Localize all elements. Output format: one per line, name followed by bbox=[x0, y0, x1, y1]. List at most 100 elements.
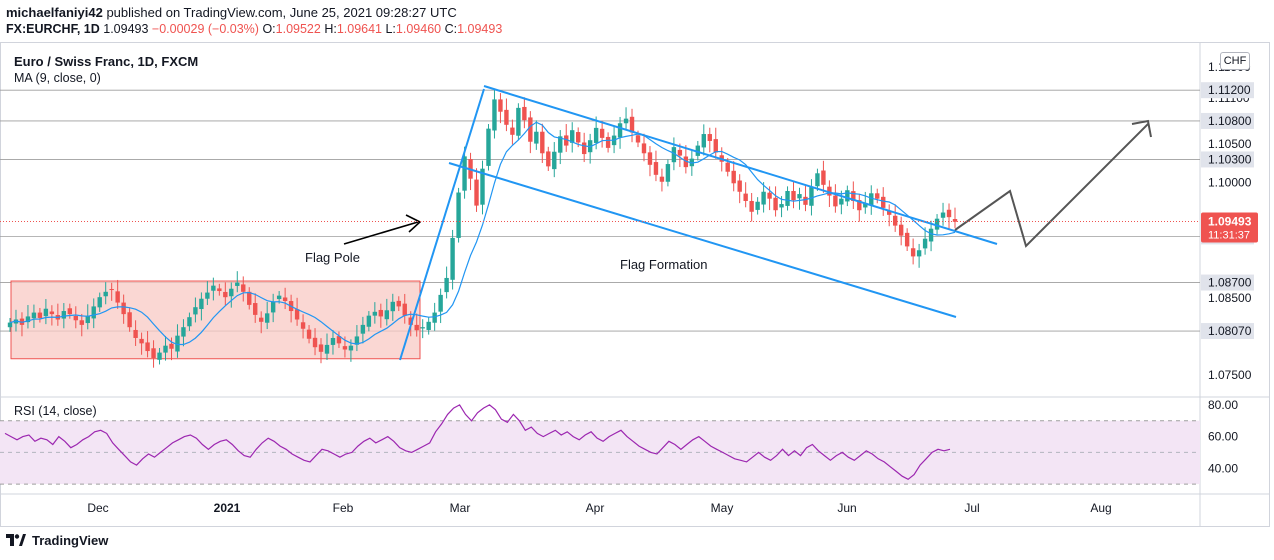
projection-path bbox=[954, 123, 1149, 248]
candle-body bbox=[408, 317, 413, 325]
candle-body bbox=[312, 337, 318, 348]
time-tick-label: May bbox=[711, 501, 734, 515]
rsi-tick-label: 40.00 bbox=[1208, 461, 1238, 475]
candle-body bbox=[952, 218, 958, 222]
candle-body bbox=[402, 303, 407, 316]
candle-body bbox=[199, 298, 204, 310]
candle-body bbox=[139, 338, 144, 344]
candle-body bbox=[372, 311, 378, 316]
candle-body bbox=[330, 337, 336, 345]
candle-body bbox=[815, 173, 820, 187]
time-tick-label: Feb bbox=[333, 501, 354, 515]
candle-body bbox=[384, 310, 390, 320]
candle-body bbox=[683, 156, 689, 168]
candle-body bbox=[581, 142, 587, 155]
price-level-label: 1.10300 bbox=[1208, 152, 1252, 166]
candle-body bbox=[749, 200, 754, 212]
candle-body bbox=[546, 151, 551, 167]
candle-body bbox=[516, 107, 521, 136]
flag-pole-label: Flag Pole bbox=[305, 250, 360, 265]
candle-body bbox=[552, 151, 557, 170]
candle-body bbox=[205, 292, 210, 299]
candle-body bbox=[306, 329, 312, 339]
rsi-indicator-label[interactable]: RSI (14, close) bbox=[14, 404, 97, 418]
candle-body bbox=[875, 193, 880, 199]
price-tick-label: 1.08500 bbox=[1208, 291, 1252, 305]
candle-body bbox=[827, 186, 832, 196]
flag-formation-label: Flag Formation bbox=[620, 257, 707, 272]
high-value: 1.09641 bbox=[336, 22, 382, 36]
rsi-tick-label: 80.00 bbox=[1208, 398, 1238, 412]
candle-body bbox=[528, 117, 533, 142]
candle-body bbox=[695, 145, 701, 156]
candle-body bbox=[187, 317, 192, 327]
time-tick-label: Jul bbox=[964, 501, 979, 515]
candle-body bbox=[480, 168, 485, 205]
close-value: 1.09493 bbox=[457, 22, 503, 36]
candle-body bbox=[851, 191, 856, 201]
candle-body bbox=[731, 170, 736, 184]
candle-body bbox=[659, 176, 665, 182]
candle-body bbox=[575, 132, 581, 143]
candle-body bbox=[85, 315, 90, 324]
high-label: H: bbox=[324, 22, 337, 36]
candle-body bbox=[570, 130, 575, 143]
candle-body bbox=[593, 127, 599, 143]
publish-line: michaelfaniyi42 published on TradingView… bbox=[6, 5, 457, 20]
tradingview-logo-icon bbox=[6, 534, 26, 546]
candle-body bbox=[863, 203, 868, 208]
projection-arrowhead bbox=[1131, 119, 1152, 138]
candle-body bbox=[282, 297, 288, 302]
candle-body bbox=[456, 192, 461, 238]
candle-body bbox=[354, 336, 360, 345]
candle-body bbox=[115, 291, 120, 303]
candle-body bbox=[181, 327, 186, 337]
candle-body bbox=[898, 224, 904, 236]
candle-body bbox=[474, 179, 479, 206]
tradingview-footer[interactable]: TradingView bbox=[6, 533, 108, 548]
price-level-label: 1.08070 bbox=[1208, 324, 1252, 338]
candle-body bbox=[145, 342, 150, 352]
candle-body bbox=[773, 197, 778, 211]
chart-title: Euro / Swiss Franc, 1D, FXCM bbox=[14, 54, 199, 69]
candle-body bbox=[498, 99, 503, 112]
candle-body bbox=[737, 180, 742, 192]
candle-body bbox=[25, 316, 31, 323]
bar-countdown: 11:31:37 bbox=[1208, 230, 1250, 242]
time-tick-label: Jun bbox=[837, 501, 856, 515]
candle-body bbox=[133, 329, 138, 338]
candle-body bbox=[504, 109, 509, 125]
low-value: 1.09460 bbox=[395, 22, 442, 36]
candle-body bbox=[743, 193, 748, 201]
candle-body bbox=[599, 128, 605, 138]
candle-body bbox=[348, 345, 354, 351]
candle-body bbox=[151, 348, 156, 358]
candle-body bbox=[809, 187, 814, 206]
candle-body bbox=[623, 118, 629, 124]
candle-body bbox=[276, 295, 282, 300]
candle-body bbox=[79, 320, 84, 325]
candle-body bbox=[318, 344, 324, 352]
ma-indicator-label[interactable]: MA (9, close, 0) bbox=[14, 71, 101, 85]
price-tick-label: 1.07500 bbox=[1208, 368, 1252, 382]
candle-body bbox=[61, 311, 67, 319]
candle-body bbox=[223, 291, 228, 298]
candle-body bbox=[450, 237, 455, 280]
author-name[interactable]: michaelfaniyi42 bbox=[6, 5, 103, 20]
time-tick-label: Mar bbox=[450, 501, 471, 515]
candle-body bbox=[928, 228, 934, 242]
candle-body bbox=[43, 308, 49, 317]
open-value: 1.09522 bbox=[275, 22, 321, 36]
candle-body bbox=[270, 301, 276, 313]
candle-body bbox=[336, 336, 342, 344]
consolidation-box bbox=[10, 280, 421, 360]
candle-body bbox=[7, 322, 13, 328]
candle-body bbox=[414, 324, 419, 331]
time-tick-label: Aug bbox=[1090, 501, 1111, 515]
candle-body bbox=[217, 288, 222, 292]
candle-body bbox=[761, 191, 766, 205]
candle-body bbox=[324, 344, 330, 354]
currency-button[interactable]: CHF bbox=[1220, 52, 1250, 70]
candle-body bbox=[300, 322, 306, 329]
